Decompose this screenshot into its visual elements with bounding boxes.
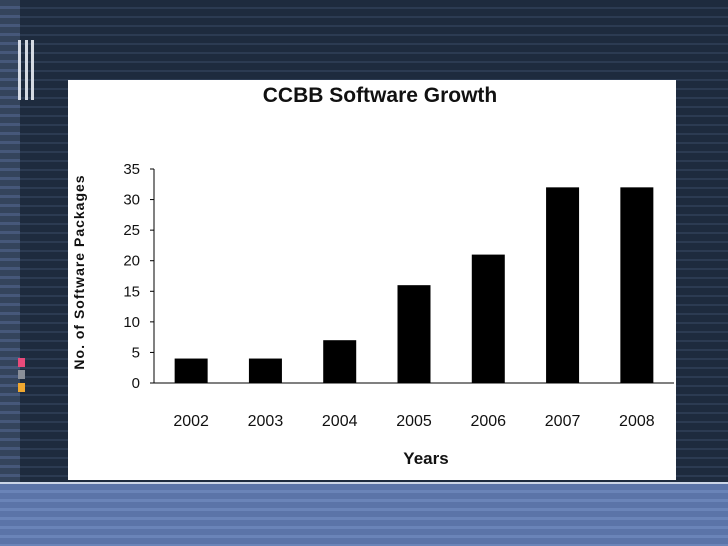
x-tick-label: 2003: [248, 413, 284, 430]
x-tick-label: 2006: [470, 413, 506, 430]
chart-panel: CCBB Software Growth No. of Software Pac…: [68, 80, 676, 480]
x-tick-label: 2007: [545, 413, 581, 430]
y-tick-label: 5: [132, 344, 140, 361]
bar-2008: [620, 187, 654, 383]
bottom-band: [0, 484, 728, 546]
x-tick-label: 2004: [322, 413, 358, 430]
y-tick-label: 30: [123, 192, 140, 209]
y-tick-label: 0: [132, 375, 140, 392]
x-tick-label: 2005: [396, 413, 432, 430]
accent-square-gray: [18, 370, 25, 379]
bar-chart: CCBB Software Growth No. of Software Pac…: [71, 84, 674, 468]
bar-2005: [397, 285, 431, 383]
left-accent-stripe: [0, 0, 20, 546]
chart-title: CCBB Software Growth: [263, 84, 498, 107]
bar-2003: [248, 358, 282, 383]
y-tick-label: 15: [123, 283, 140, 300]
x-axis-label: Years: [403, 449, 448, 468]
bar-2006: [471, 254, 505, 383]
decorative-lines: [18, 40, 36, 100]
x-tick-label: 2002: [173, 413, 209, 430]
y-axis-label: No. of Software Packages: [71, 174, 87, 369]
y-tick-label: 35: [123, 161, 140, 178]
accent-square-orange: [18, 383, 25, 392]
bars: [174, 187, 654, 383]
y-tick-label: 10: [123, 314, 140, 331]
x-axis-ticks: 2002 2003 2004 2005 2006 2007 2008: [173, 413, 654, 430]
bar-2007: [546, 187, 580, 383]
x-tick-label: 2008: [619, 413, 655, 430]
bar-2004: [323, 340, 357, 383]
bottom-divider: [0, 482, 728, 484]
y-axis-ticks: 0 5 10 15 20 25 30 35: [123, 161, 154, 392]
y-tick-label: 20: [123, 253, 140, 270]
bar-2002: [174, 358, 208, 383]
y-tick-label: 25: [123, 222, 140, 239]
accent-square-pink: [18, 358, 25, 367]
